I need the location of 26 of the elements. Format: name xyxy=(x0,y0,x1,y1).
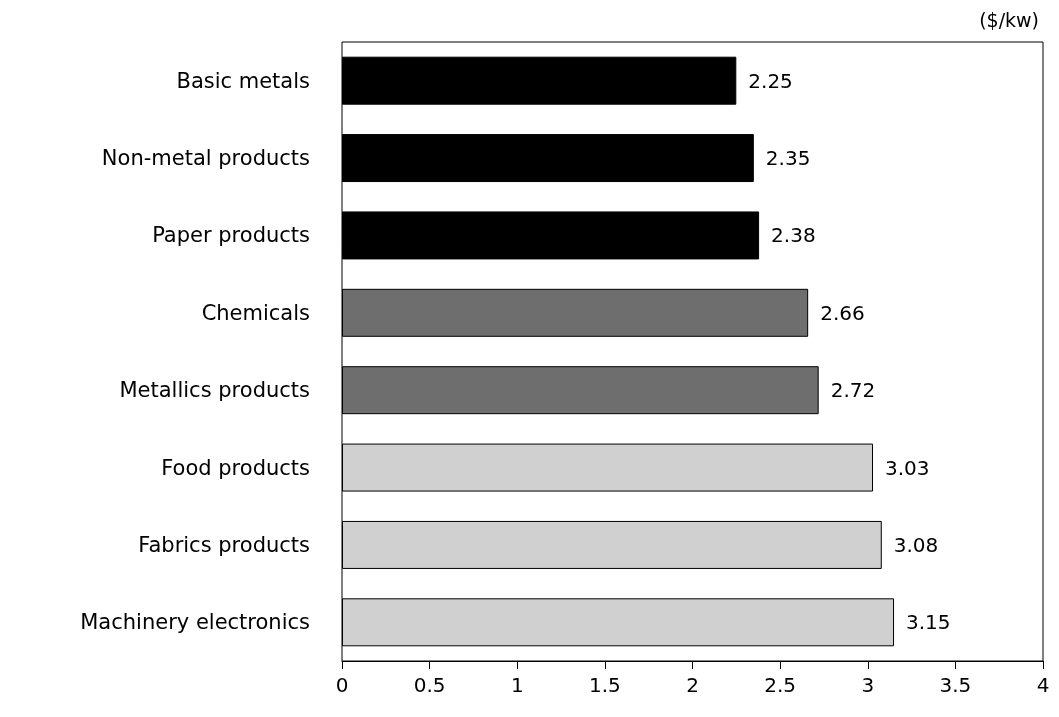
data-label: 3.15 xyxy=(906,610,951,635)
x-tick-label: 4 xyxy=(1036,673,1050,697)
text: ($/kw) xyxy=(979,8,1039,31)
x-tick-label: 0.5 xyxy=(413,673,446,697)
x-tick-label: 3.5 xyxy=(939,673,972,697)
y-tick-label: Metallics products xyxy=(119,378,310,403)
y-tick-label: Basic metals xyxy=(176,68,310,93)
y-tick-label: Paper products xyxy=(152,223,310,248)
y-tick-label: Non-metal products xyxy=(101,146,310,171)
data-label: 2.38 xyxy=(771,223,816,248)
y-tick-label: Machinery electronics xyxy=(80,610,310,635)
y-tick-label: Food products xyxy=(161,455,310,480)
data-label: 2.35 xyxy=(765,146,811,171)
x-tick-label: 3 xyxy=(861,673,875,697)
data-label: 3.08 xyxy=(893,532,939,557)
x-tick-label: 1.5 xyxy=(588,673,621,697)
data-label: 3.03 xyxy=(885,455,930,480)
y-tick-label: Chemicals xyxy=(201,300,310,325)
x-tick-label: 2.5 xyxy=(764,673,797,697)
x-tick-label: 2 xyxy=(686,673,699,697)
data-label: 2.25 xyxy=(748,68,793,93)
x-tick-label: 1 xyxy=(510,673,524,697)
x-tick-label: 0 xyxy=(335,673,349,697)
data-label: 2.66 xyxy=(820,300,865,325)
y-tick-label: Fabrics products xyxy=(138,532,310,557)
data-label: 2.72 xyxy=(830,378,876,403)
